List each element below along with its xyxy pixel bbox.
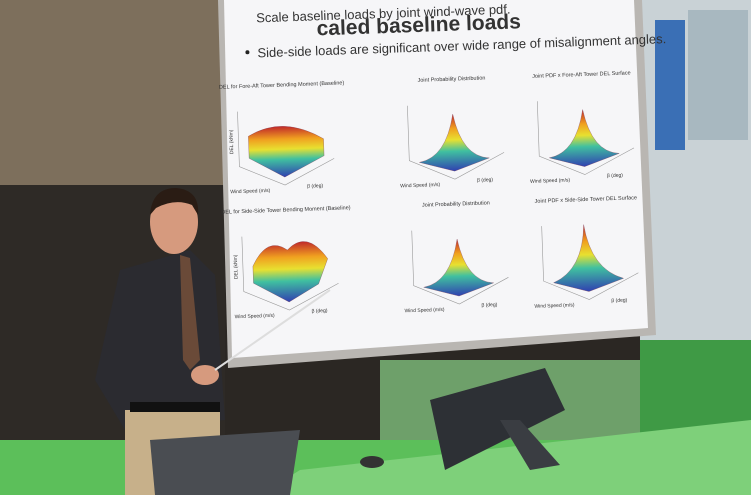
plot: Joint Probability Distribution Wind Speed… xyxy=(400,75,505,189)
x-label: Wind Speed (m/s) xyxy=(530,177,571,184)
monitor xyxy=(430,368,565,470)
plot-axes xyxy=(241,236,339,311)
plot-title: Joint PDF x Fore-Aft Tower DEL Surface xyxy=(532,70,631,79)
surface xyxy=(248,126,325,178)
plot: DEL for Side-Side Tower Bending Moment (… xyxy=(221,205,351,320)
plot-title: Joint PDF x Side-Side Tower DEL Surface xyxy=(535,195,638,205)
surface xyxy=(549,109,620,167)
z-label: DEL (kNm) xyxy=(233,254,240,279)
face xyxy=(150,190,198,254)
surface xyxy=(423,239,494,297)
x-label: Wind Speed (m/s) xyxy=(235,313,276,320)
plot-title: Joint Probability Distribution xyxy=(422,200,490,208)
plot-axes xyxy=(411,230,509,305)
hand xyxy=(191,365,219,385)
y-label: β (deg) xyxy=(477,177,493,184)
plot-axes xyxy=(237,111,335,186)
surface xyxy=(419,114,490,172)
x-label: Wind Speed (m/s) xyxy=(534,302,575,309)
plot: Joint PDF x Side-Side Tower DEL Surface W… xyxy=(534,195,639,310)
plot-axes xyxy=(537,101,635,175)
y-label: β (deg) xyxy=(607,173,623,180)
x-label: Wind Speed (m/s) xyxy=(404,307,445,314)
y-label: β (deg) xyxy=(311,308,327,315)
monitor-stand xyxy=(500,420,560,470)
plot-title: DEL for Fore-Aft Tower Bending Moment (B… xyxy=(219,80,345,90)
mouse xyxy=(360,456,384,468)
belt xyxy=(130,402,220,412)
plot-axes xyxy=(407,105,505,180)
surface xyxy=(252,241,328,303)
tie xyxy=(180,255,200,370)
window-frame xyxy=(655,20,685,150)
y-label: β (deg) xyxy=(307,183,323,190)
bullet-dot xyxy=(245,50,250,55)
pointer xyxy=(214,289,331,371)
upper-wall xyxy=(0,0,225,185)
plot: Joint PDF x Fore-Aft Tower DEL Surface Wi… xyxy=(530,70,635,185)
plot-title: DEL for Side-Side Tower Bending Moment (… xyxy=(221,205,351,216)
desk-top xyxy=(260,420,751,495)
surface xyxy=(553,224,625,292)
plot: DEL for Fore-Aft Tower Bending Moment (B… xyxy=(219,80,345,195)
plot: Joint Probability Distribution Wind Speed… xyxy=(404,200,509,314)
y-label: β (deg) xyxy=(611,298,627,305)
window xyxy=(688,10,748,140)
laptop xyxy=(150,430,300,495)
x-label: Wind Speed (m/s) xyxy=(400,182,441,189)
hair xyxy=(150,188,199,215)
x-label: Wind Speed (m/s) xyxy=(230,188,271,195)
screen xyxy=(224,0,648,358)
z-label: DEL (kNm) xyxy=(228,129,235,154)
y-label: β (deg) xyxy=(481,302,497,309)
plot-title: Joint Probability Distribution xyxy=(417,75,485,83)
plot-axes xyxy=(541,226,639,300)
slide: caled baseline loads Scale baseline load… xyxy=(219,2,667,321)
